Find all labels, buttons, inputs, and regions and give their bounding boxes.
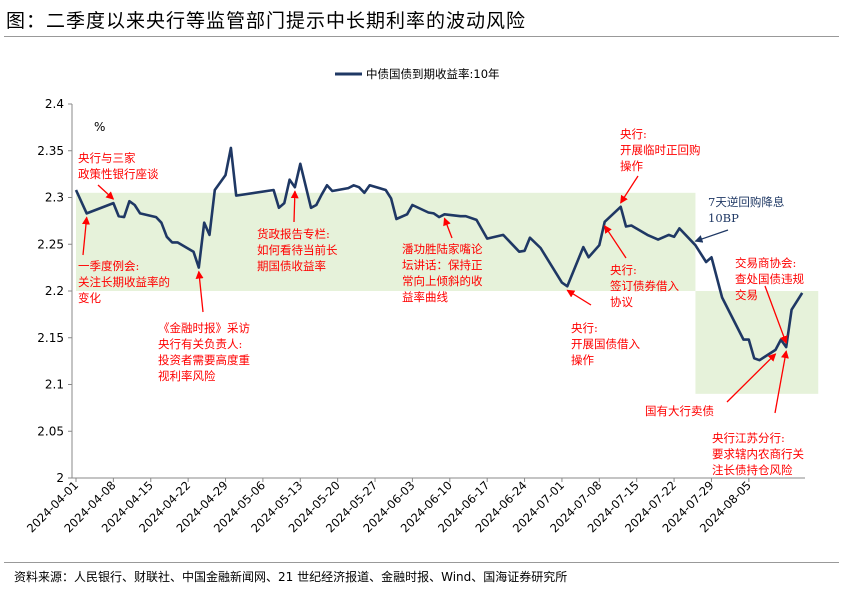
annotation-line: 潘功胜陆家嘴论 bbox=[402, 242, 483, 256]
annotation-label: 央行江苏分行: 要求辖内农商行关注长债持仓风险 bbox=[712, 431, 804, 477]
series-line bbox=[74, 146, 804, 362]
annotation-arrow bbox=[195, 270, 204, 313]
annotation-arrow bbox=[566, 289, 592, 306]
y-tick-label: 2.4 bbox=[45, 97, 64, 111]
annotation-line: 政策性银行座谈 bbox=[78, 167, 159, 181]
annotation-line: 操作 bbox=[620, 159, 643, 173]
legend-label: 中债国债到期收益率:10年 bbox=[366, 67, 500, 81]
y-tick-label: 2.25 bbox=[37, 237, 64, 251]
annotation-line: 要求辖内农商行关 bbox=[712, 447, 804, 461]
yield-line-chart: 2.42.352.32.252.22.152.12.052%2024-04-01… bbox=[24, 67, 819, 535]
annotation-line: 常向上倾斜的收 bbox=[402, 274, 483, 288]
annotation-line: 视利率风险 bbox=[158, 369, 216, 383]
annotation-line: 益率曲线 bbox=[402, 290, 448, 304]
annotation-line: 10BP bbox=[708, 211, 739, 225]
annotation-label: 《金融时报》采访央行有关负责人: 投资者需要高度重视利率风险 bbox=[158, 321, 250, 383]
shaded-band bbox=[695, 291, 819, 394]
annotation-line: 交易 bbox=[735, 288, 758, 302]
source-divider bbox=[4, 562, 839, 563]
annotation-line: 央行江苏分行: bbox=[712, 431, 785, 445]
annotation-line: 央行: bbox=[610, 263, 637, 277]
annotation-line: 关注长期收益率的 bbox=[78, 275, 170, 289]
annotation-arrow bbox=[620, 175, 639, 204]
annotation-arrow bbox=[82, 216, 90, 256]
annotation-line: 如何看待当前长 bbox=[257, 243, 338, 257]
annotation-line: 《金融时报》采访 bbox=[158, 321, 250, 335]
annotation-arrow bbox=[604, 224, 627, 259]
figure-title: 图：二季度以来央行等监管部门提示中长期利率的波动风险 bbox=[6, 10, 527, 32]
annotation-line: 央行: bbox=[620, 127, 647, 141]
annotation-line: 国有大行卖债 bbox=[645, 404, 714, 418]
annotation-line: 央行: bbox=[571, 321, 598, 335]
title-divider bbox=[4, 36, 839, 37]
y-tick-label: 2.3 bbox=[45, 191, 64, 205]
annotation-line: 变化 bbox=[78, 291, 101, 305]
annotation-arrow bbox=[764, 285, 788, 345]
annotation-arrow bbox=[726, 353, 777, 403]
annotation-arrow bbox=[443, 217, 453, 239]
annotation-line: 投资者需要高度重 bbox=[158, 353, 250, 367]
annotation-line: 交易商协会: bbox=[735, 256, 796, 270]
y-tick-label: 2.2 bbox=[45, 284, 64, 298]
annotation-label: 潘功胜陆家嘴论坛讲话：保持正常向上倾斜的收益率曲线 bbox=[402, 242, 483, 304]
annotation-line: 7天逆回购降息 bbox=[708, 195, 784, 209]
annotation-line: 一季度例会: bbox=[78, 259, 139, 273]
annotation-label: 央行: 开展国债借入操作 bbox=[571, 321, 640, 367]
y-tick-label: 2.35 bbox=[37, 144, 64, 158]
annotation-line: 注长债持仓风险 bbox=[712, 463, 793, 477]
annotation-line: 签订债券借入 bbox=[610, 279, 679, 293]
annotation-line: 货政报告专栏: bbox=[257, 227, 330, 241]
annotation-label: 央行与三家政策性银行座谈 bbox=[78, 151, 159, 181]
annotation-line: 期国债收益率 bbox=[257, 259, 326, 273]
annotation-arrow bbox=[97, 184, 115, 200]
annotation-label: 货政报告专栏: 如何看待当前长期国债收益率 bbox=[257, 227, 338, 273]
annotation-label: 一季度例会: 关注长期收益率的变化 bbox=[78, 259, 170, 305]
annotation-arrow bbox=[694, 229, 729, 243]
annotation-line: 操作 bbox=[571, 353, 594, 367]
annotation-label: 央行: 开展临时正回购操作 bbox=[620, 127, 701, 173]
y-tick-label: 2.1 bbox=[45, 378, 64, 392]
annotation-label: 央行: 签订债券借入协议 bbox=[610, 263, 679, 309]
y-tick-label: 2.15 bbox=[37, 331, 64, 345]
source-note: 资料来源：人民银行、财联社、中国金融新闻网、21 世纪经济报道、金融时报、Win… bbox=[14, 570, 568, 584]
annotation-line: 央行有关负责人: bbox=[158, 337, 242, 351]
annotation-line: 央行与三家 bbox=[78, 151, 136, 165]
annotation-arrow bbox=[774, 350, 789, 414]
y-unit-label: % bbox=[94, 120, 105, 134]
annotation-label: 交易商协会: 查处国债违规交易 bbox=[735, 256, 804, 302]
annotation-label: 7天逆回购降息 10BP bbox=[708, 195, 784, 225]
annotation-arrow bbox=[290, 190, 299, 223]
annotation-line: 协议 bbox=[610, 295, 633, 309]
y-tick-label: 2 bbox=[56, 471, 64, 485]
annotation-line: 开展国债借入 bbox=[571, 337, 640, 351]
annotation-label: 国有大行卖债 bbox=[645, 404, 714, 418]
annotation-line: 坛讲话：保持正 bbox=[402, 258, 483, 272]
annotation-line: 开展临时正回购 bbox=[620, 143, 701, 157]
annotation-line: 查处国债违规 bbox=[735, 272, 804, 286]
y-tick-label: 2.05 bbox=[37, 424, 64, 438]
